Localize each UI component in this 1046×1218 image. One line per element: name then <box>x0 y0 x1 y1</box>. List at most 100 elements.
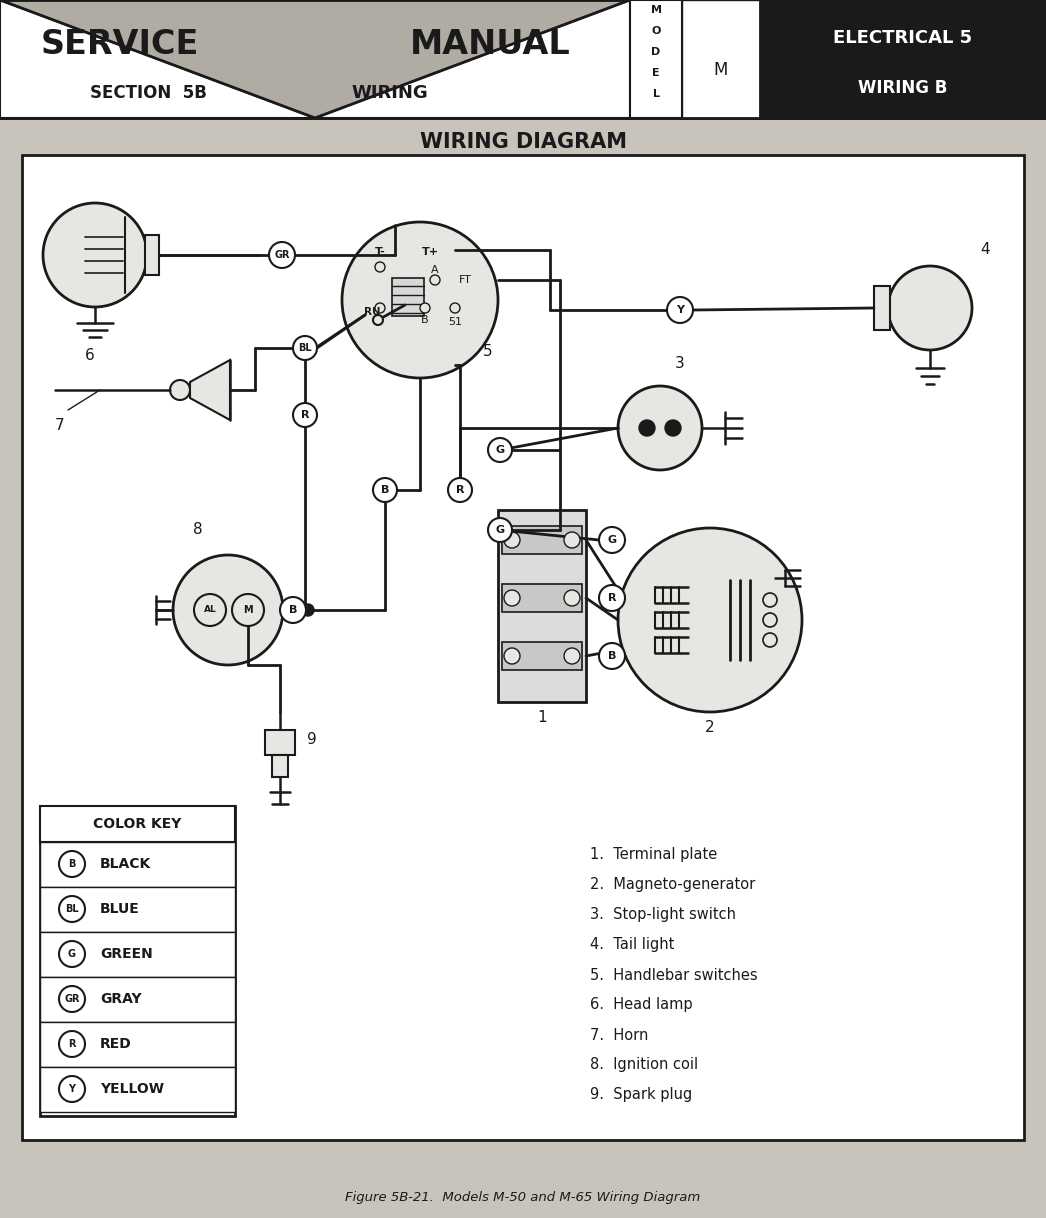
Text: O: O <box>652 26 661 37</box>
Bar <box>272 755 288 777</box>
Text: COLOR KEY: COLOR KEY <box>93 817 181 831</box>
Text: B: B <box>68 859 75 868</box>
Text: 1.  Terminal plate: 1. Terminal plate <box>590 848 718 862</box>
Polygon shape <box>0 0 315 118</box>
Text: D: D <box>652 48 661 57</box>
Circle shape <box>59 1030 85 1057</box>
Text: R: R <box>608 593 616 603</box>
Circle shape <box>599 585 626 611</box>
Circle shape <box>488 518 511 542</box>
Text: 5: 5 <box>483 345 493 359</box>
Bar <box>502 642 582 670</box>
Text: GRAY: GRAY <box>100 991 141 1006</box>
Circle shape <box>564 532 579 548</box>
Text: M: M <box>243 605 253 615</box>
Text: Figure 5B-21.  Models M-50 and M-65 Wiring Diagram: Figure 5B-21. Models M-50 and M-65 Wirin… <box>345 1191 701 1205</box>
Bar <box>40 842 235 887</box>
Circle shape <box>373 477 397 502</box>
Bar <box>40 887 235 932</box>
Text: R: R <box>68 1039 75 1049</box>
Text: A: A <box>431 266 439 275</box>
Circle shape <box>232 594 264 626</box>
Text: G: G <box>496 525 504 535</box>
Circle shape <box>618 527 802 713</box>
Text: 9.  Spark plug: 9. Spark plug <box>590 1088 692 1102</box>
Text: BL: BL <box>298 343 312 353</box>
Circle shape <box>504 590 520 607</box>
Circle shape <box>564 590 579 607</box>
Text: BLUE: BLUE <box>100 903 140 916</box>
Bar <box>760 0 1046 118</box>
Circle shape <box>59 851 85 877</box>
Circle shape <box>173 555 283 665</box>
Bar <box>502 526 582 554</box>
Text: 8: 8 <box>194 523 203 537</box>
Text: 6.  Head lamp: 6. Head lamp <box>590 998 692 1012</box>
Circle shape <box>373 315 383 325</box>
Circle shape <box>599 643 626 669</box>
Circle shape <box>280 597 306 622</box>
Circle shape <box>376 262 385 272</box>
Text: WIRING: WIRING <box>351 84 429 102</box>
Text: R: R <box>301 410 310 420</box>
Text: MANUAL: MANUAL <box>410 28 570 61</box>
Text: RED: RED <box>100 1037 132 1051</box>
Bar <box>630 0 682 118</box>
Text: RU: RU <box>364 307 381 317</box>
Circle shape <box>599 527 626 553</box>
Text: AL: AL <box>204 605 217 615</box>
Circle shape <box>269 242 295 268</box>
Circle shape <box>888 266 972 350</box>
Text: SERVICE: SERVICE <box>41 28 199 61</box>
Bar <box>40 977 235 1022</box>
Text: 2.  Magneto-generator: 2. Magneto-generator <box>590 877 755 893</box>
Text: 5.  Handlebar switches: 5. Handlebar switches <box>590 967 757 983</box>
Bar <box>22 155 1024 1140</box>
Text: B: B <box>422 315 429 325</box>
Text: R: R <box>456 485 464 495</box>
Text: FT: FT <box>458 275 472 285</box>
Circle shape <box>59 896 85 922</box>
Text: WIRING DIAGRAM: WIRING DIAGRAM <box>419 132 627 152</box>
Text: 9: 9 <box>308 732 317 748</box>
Text: GREEN: GREEN <box>100 948 153 961</box>
Circle shape <box>763 633 777 647</box>
Text: B: B <box>608 650 616 661</box>
Circle shape <box>302 604 314 616</box>
Text: 7.  Horn: 7. Horn <box>590 1028 649 1043</box>
Circle shape <box>342 222 498 378</box>
Circle shape <box>293 403 317 428</box>
Circle shape <box>488 438 511 462</box>
Circle shape <box>430 275 440 285</box>
Circle shape <box>170 380 190 400</box>
Bar <box>40 1022 235 1067</box>
Circle shape <box>504 532 520 548</box>
Circle shape <box>763 613 777 627</box>
Circle shape <box>43 203 147 307</box>
Text: B: B <box>381 485 389 495</box>
Circle shape <box>639 420 655 436</box>
Text: 1: 1 <box>538 710 547 726</box>
Text: Y: Y <box>68 1084 75 1094</box>
Bar <box>265 730 295 755</box>
Text: GR: GR <box>274 250 290 259</box>
Circle shape <box>763 593 777 607</box>
Text: WIRING B: WIRING B <box>859 79 948 97</box>
Text: 4.  Tail light: 4. Tail light <box>590 938 675 952</box>
Circle shape <box>667 297 693 323</box>
Circle shape <box>504 648 520 664</box>
Bar <box>502 583 582 611</box>
Bar <box>498 510 586 702</box>
Bar <box>40 1067 235 1112</box>
Text: 8.  Ignition coil: 8. Ignition coil <box>590 1057 698 1073</box>
Text: G: G <box>608 535 616 544</box>
Bar <box>682 0 760 118</box>
Circle shape <box>448 477 472 502</box>
Circle shape <box>564 648 579 664</box>
Text: Y: Y <box>676 304 684 315</box>
Circle shape <box>59 987 85 1012</box>
Circle shape <box>450 303 460 313</box>
Text: 51: 51 <box>448 317 462 326</box>
Circle shape <box>376 303 385 313</box>
Text: T+: T+ <box>422 247 438 257</box>
